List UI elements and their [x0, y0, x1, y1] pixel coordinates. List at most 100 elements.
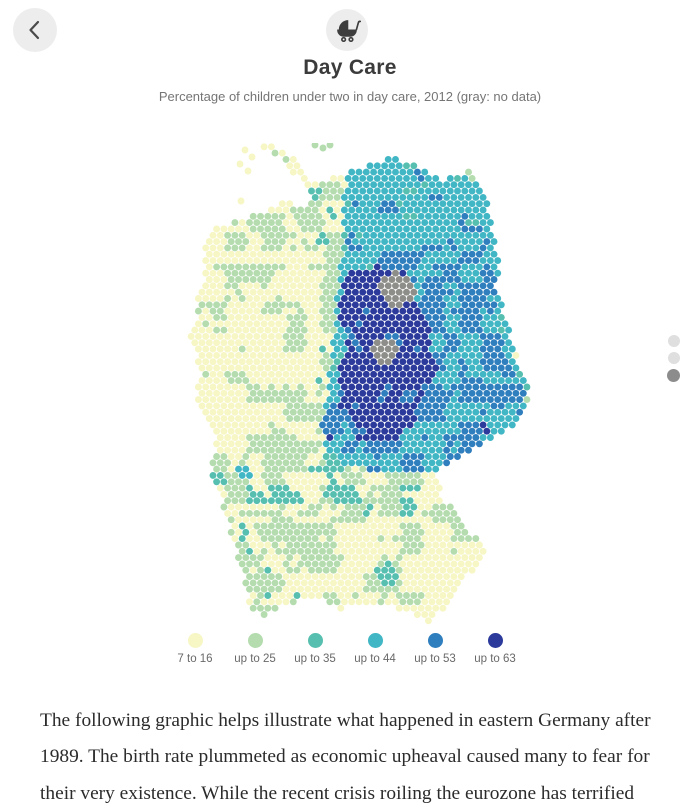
- map-dot: [235, 351, 242, 359]
- map-dot: [355, 219, 363, 227]
- map-dot: [435, 509, 443, 517]
- map-dot: [446, 402, 454, 410]
- map-dot: [457, 573, 465, 581]
- map-dot: [479, 219, 487, 227]
- map-dot: [238, 257, 246, 265]
- map-dot: [322, 541, 330, 549]
- map-dot: [359, 187, 367, 195]
- map-dot: [282, 471, 290, 479]
- map-dot: [271, 516, 279, 524]
- map-dot: [282, 231, 290, 239]
- map-dot: [421, 257, 429, 265]
- map-dot: [330, 415, 337, 423]
- map-dot: [319, 193, 326, 201]
- map-dot: [424, 440, 432, 448]
- map-dot: [461, 351, 469, 359]
- map-dot: [300, 453, 308, 460]
- map-dot: [286, 377, 294, 385]
- map-dot: [355, 231, 363, 239]
- map-dot: [257, 465, 264, 473]
- map-dot: [468, 313, 476, 321]
- map-dot: [209, 295, 217, 302]
- map-dot: [315, 478, 323, 486]
- map-dot: [406, 332, 414, 340]
- pagination-dots: [667, 335, 680, 382]
- map-dot: [384, 484, 392, 492]
- map-dot: [315, 503, 323, 511]
- map-dot: [457, 396, 465, 404]
- pagination-dot[interactable]: [667, 352, 680, 364]
- map-dot: [260, 231, 268, 239]
- map-dot: [304, 573, 312, 581]
- map-dot: [362, 471, 370, 479]
- legend-swatch: [427, 633, 443, 648]
- map-dot: [337, 187, 345, 195]
- map-dot: [413, 193, 421, 201]
- map-dot: [319, 295, 326, 302]
- map-dot: [238, 295, 246, 302]
- map-dot: [344, 288, 352, 296]
- map-dot: [348, 497, 356, 505]
- map-dot: [468, 415, 476, 423]
- map-dot: [388, 238, 396, 246]
- map-dot: [333, 459, 341, 467]
- map-dot: [468, 566, 476, 574]
- map-dot: [293, 351, 301, 359]
- map-dot: [209, 244, 217, 252]
- map-dot: [468, 200, 476, 208]
- map-dot: [435, 206, 443, 214]
- map-dot: [424, 313, 432, 321]
- map-dot: [392, 573, 399, 581]
- back-button[interactable]: [13, 8, 57, 52]
- map-dot: [348, 573, 356, 581]
- map-dot: [227, 478, 235, 486]
- map-dot: [432, 503, 440, 511]
- map-dot: [472, 535, 480, 543]
- map-dot: [216, 282, 224, 290]
- map-dot: [278, 351, 286, 359]
- map-dot: [311, 370, 319, 378]
- map-dot: [253, 446, 261, 454]
- map-dot: [373, 402, 381, 410]
- map-dot: [293, 389, 301, 397]
- map-dot: [308, 503, 315, 511]
- map-dot: [300, 276, 308, 283]
- map-dot: [388, 516, 396, 524]
- map-dot: [326, 573, 334, 581]
- map-dot: [231, 282, 239, 290]
- pagination-dot[interactable]: [667, 335, 680, 347]
- map-dot: [257, 326, 264, 334]
- map-dot: [410, 415, 418, 423]
- map-dot: [355, 446, 363, 454]
- map-dot: [395, 301, 403, 309]
- map-dot: [330, 301, 337, 309]
- map-dot: [253, 307, 261, 315]
- map-dot: [213, 415, 221, 423]
- map-dot: [286, 478, 294, 486]
- map-dot: [264, 579, 272, 587]
- map-dot: [475, 313, 483, 321]
- map-dot: [330, 566, 337, 574]
- map-dot: [410, 427, 418, 435]
- map-dot: [479, 383, 487, 391]
- map-dot: [399, 295, 407, 302]
- map-dot: [465, 307, 472, 315]
- map-dot: [282, 155, 290, 163]
- map-dot: [424, 364, 432, 372]
- map-dot: [355, 471, 363, 479]
- map-dot: [344, 478, 352, 486]
- map-dot: [209, 307, 217, 315]
- map-dot: [435, 383, 443, 391]
- map-dot: [235, 288, 242, 296]
- map-dot: [224, 320, 232, 328]
- map-dot: [355, 434, 363, 441]
- map-dot: [439, 263, 447, 271]
- legend: 7 to 16 up to 25 up to 35 up to 44 up to 53 u…: [165, 633, 525, 665]
- map-dot: [395, 326, 403, 334]
- pagination-dot-active[interactable]: [667, 369, 680, 382]
- map-dot: [297, 522, 305, 530]
- map-dot: [282, 509, 290, 517]
- map-dot: [366, 579, 374, 587]
- map-dot: [319, 434, 326, 441]
- map-dot: [421, 509, 429, 517]
